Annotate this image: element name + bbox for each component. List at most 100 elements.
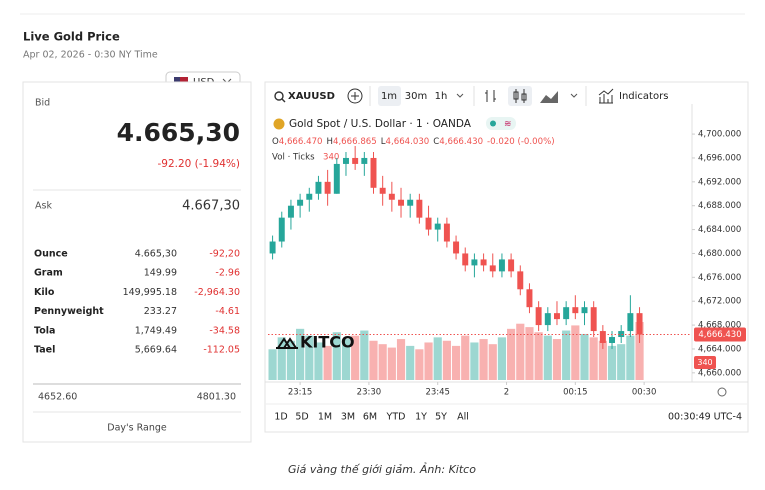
range-button[interactable]: 6M: [363, 412, 377, 423]
volume-bar: [296, 328, 305, 380]
range-button[interactable]: 5D: [295, 412, 308, 423]
interval-group: 1m 30m 1h: [381, 91, 447, 102]
unit-change: -2,964.30: [194, 287, 240, 298]
volume-bar: [387, 347, 396, 380]
candles-button[interactable]: [508, 86, 532, 106]
settings-icon[interactable]: [717, 387, 727, 397]
status-pill: [486, 117, 516, 130]
bars-icon[interactable]: [485, 90, 496, 102]
candle-body: [388, 193, 395, 200]
candle-body: [572, 307, 579, 314]
ohlc-change: -0.020 (-0.00%): [487, 137, 555, 147]
symbol[interactable]: XAUUSD: [288, 91, 335, 102]
candle-body: [517, 271, 524, 290]
y-tick-label: 4,676.000: [698, 273, 741, 283]
volume-bar: [351, 335, 360, 380]
volume-bar: [369, 340, 378, 380]
volume-tag: [694, 356, 716, 369]
clock: 00:30:49 UTC-4: [668, 412, 742, 423]
volume-bar: [305, 335, 314, 380]
volume-bar: [396, 339, 406, 380]
volume-bar: [323, 345, 332, 380]
search-icon: [281, 98, 286, 103]
y-tick-label: 4,660.000: [698, 368, 741, 378]
vol-value: 340: [323, 153, 339, 163]
kitco-logo-text: KITCO: [300, 333, 355, 352]
candle-body: [480, 259, 487, 266]
range-button[interactable]: YTD: [386, 412, 406, 423]
candle-body: [379, 187, 386, 194]
volume-bar: [479, 339, 488, 380]
range-button[interactable]: 1D: [274, 412, 287, 423]
ohlc-key: C: [433, 137, 439, 147]
unit-change: -4.61: [215, 306, 240, 317]
candle-body: [287, 205, 294, 218]
range-button[interactable]: All: [457, 412, 469, 423]
candle-body: [581, 307, 588, 314]
kitco-logo: [276, 337, 298, 349]
volume-bar: [635, 322, 644, 380]
candle-body: [324, 181, 331, 194]
volume-bar: [360, 330, 369, 380]
last-price-label: 4,666.430: [698, 330, 741, 340]
candles-icon: [515, 89, 525, 103]
volume-bar: [607, 345, 617, 380]
volume-bar: [525, 327, 534, 380]
range-button[interactable]: 3M: [341, 412, 355, 423]
ohlc-line: O4,666.470 H4,666.865 L4,664.030 C4,666.430…: [272, 137, 555, 147]
interval-button[interactable]: 1h: [435, 91, 448, 102]
candle-body: [590, 307, 597, 332]
candle-body: [278, 217, 285, 242]
ohlc-value: 4,666.865: [333, 137, 377, 147]
volume-bar: [461, 335, 470, 380]
indicators-button[interactable]: Indicators: [619, 91, 668, 102]
y-tick-label: 4,668.000: [698, 321, 741, 331]
candle-body: [352, 157, 359, 164]
interval-active: [378, 86, 401, 106]
unit-price: 4.665,30: [135, 249, 177, 260]
caption: Giá vàng thế giới giảm. Ảnh: Kitco: [288, 462, 476, 476]
unit-name: Pennyweight: [34, 306, 104, 317]
compare-button[interactable]: [347, 88, 363, 104]
volume-bar: [268, 349, 277, 380]
candle-body: [508, 259, 515, 272]
last-price-tag: [694, 327, 746, 342]
candle-body: [609, 337, 616, 343]
range-button[interactable]: 5Y: [435, 412, 447, 423]
unit-change: -92,20: [209, 249, 240, 260]
candle-body: [434, 223, 441, 230]
candle-body: [361, 157, 368, 164]
candles-icon: [513, 91, 519, 100]
x-tick-label: 2: [504, 388, 509, 398]
x-tick-label: 23:30: [357, 388, 382, 398]
volume-bar: [314, 342, 323, 380]
unit-price: 5,669.64: [135, 345, 177, 356]
interval-button[interactable]: 30m: [405, 91, 427, 102]
candle-body: [453, 241, 460, 254]
candle-body: [443, 223, 450, 242]
y-tick-label: 4,672.000: [698, 297, 741, 307]
interval-button[interactable]: 1m: [381, 91, 397, 102]
unit-change: -112.05: [203, 345, 240, 356]
volume-bar: [470, 342, 479, 380]
volume-bar: [406, 345, 415, 380]
unit-name: Tola: [34, 325, 55, 336]
candle-body: [342, 157, 349, 164]
volume-bar: [626, 335, 635, 380]
bid-change: -92.20 (-1.94%): [157, 158, 240, 170]
volume-bar: [617, 344, 626, 380]
candles-icon: [521, 93, 527, 101]
y-tick-label: 4,664.000: [698, 344, 741, 354]
candle-body: [489, 265, 496, 272]
volume-bar: [552, 339, 562, 380]
range-button[interactable]: 1Y: [415, 412, 427, 423]
volume-tag-label: 340: [697, 358, 712, 367]
indicators-icon: [598, 88, 614, 104]
candle-body: [498, 259, 505, 272]
gold-icon: [273, 118, 285, 130]
range-button[interactable]: 1M: [318, 412, 332, 423]
area-icon[interactable]: [540, 91, 558, 103]
x-tick-label: 23:15: [288, 388, 313, 398]
volume-bar: [286, 340, 296, 380]
plot: 4,660.000 4,664.000 4,668.000 4,672.000 4,67…: [265, 104, 748, 398]
